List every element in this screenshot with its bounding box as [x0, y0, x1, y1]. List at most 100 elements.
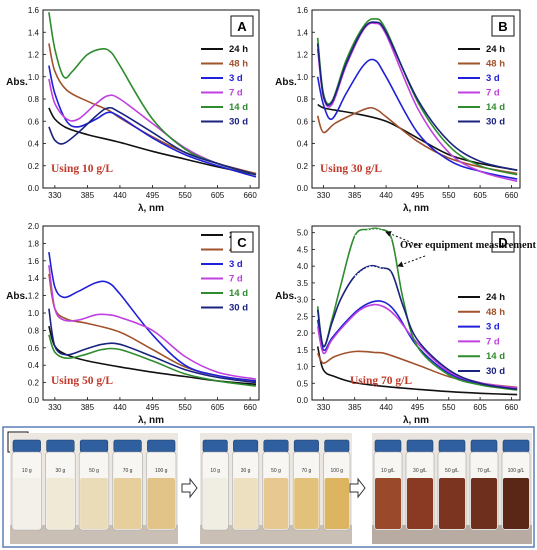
vial-liquid: [203, 478, 228, 529]
series-line-30d: [316, 21, 518, 171]
series-lines: [316, 227, 518, 396]
legend-label: 7 d: [229, 274, 243, 285]
legend-label: 14 d: [229, 288, 248, 299]
vial-liquid: [147, 478, 175, 529]
panel-letter: A: [237, 19, 247, 34]
y-tick-label: 2.0: [297, 329, 309, 338]
y-tick-label: 0.6: [28, 117, 40, 126]
legend-label: 3 d: [229, 73, 243, 84]
vial-cap: [293, 439, 319, 453]
y-tick-label: 1.5: [297, 346, 309, 355]
y-axis-label: Abs.: [275, 291, 297, 302]
vial-label: 30 g/L: [413, 468, 427, 474]
x-tick-label: 660: [243, 191, 257, 200]
legend-label: 48 h: [486, 59, 505, 70]
series-line-3d: [316, 300, 518, 390]
legend-label: 3 d: [486, 73, 500, 84]
x-tick-label: 495: [146, 191, 160, 200]
panel-letter: B: [498, 19, 507, 34]
y-tick-label: 0.2: [28, 162, 40, 171]
y-tick-label: 3.0: [297, 296, 309, 305]
x-tick-label: 550: [178, 403, 192, 412]
x-axis-label: λ, nm: [403, 203, 429, 214]
y-tick-label: 0.8: [28, 95, 40, 104]
y-tick-label: 1.4: [28, 274, 40, 283]
legend-label: 24 h: [486, 44, 505, 55]
y-tick-label: 1.8: [28, 239, 40, 248]
vial: 30 g: [232, 439, 260, 531]
series-lines: [48, 251, 257, 387]
usage-annotation: Using 30 g/L: [320, 163, 382, 175]
panel-letter: D: [498, 235, 507, 250]
legend-label: 48 h: [229, 59, 248, 70]
legend: 24 h 48 h 3 d 7 d 14 d 30 d: [458, 292, 505, 377]
legend-label: 14 d: [486, 102, 505, 113]
y-tick-label: 1.0: [28, 309, 40, 318]
legend-label: 7 d: [486, 88, 500, 99]
vial-label: 50 g: [271, 468, 281, 474]
series-line-30d: [48, 106, 257, 176]
series-line-7d: [316, 22, 518, 183]
x-tick-label: 605: [211, 403, 225, 412]
panel-letter-box: [230, 231, 254, 253]
x-tick-label: 550: [178, 191, 192, 200]
vial: 10 g: [11, 439, 42, 531]
series-line-7d: [48, 78, 257, 176]
legend-label: 30 d: [229, 117, 248, 128]
x-tick-label: 385: [81, 191, 95, 200]
y-tick-label: 1.4: [28, 28, 40, 37]
vial-cap: [12, 439, 41, 453]
vial: 10 g: [201, 439, 229, 531]
y-tick-label: 3.5: [297, 279, 309, 288]
vial-liquid: [503, 478, 529, 529]
x-tick-label: 495: [411, 403, 425, 412]
vial-cap: [324, 439, 350, 453]
vial: 30 g: [45, 439, 76, 531]
y-tick-label: 0.4: [28, 140, 40, 149]
y-tick-label: 1.2: [297, 51, 309, 60]
y-tick-label: 0.8: [28, 326, 40, 335]
panel-letter-box: [491, 15, 515, 37]
legend-label: 7 d: [229, 88, 243, 99]
y-tick-label: 0.6: [28, 344, 40, 353]
usage-annotation: Using 10 g/L: [51, 163, 113, 175]
y-tick-label: 0.8: [297, 95, 309, 104]
series-lines: [48, 12, 257, 178]
vial-liquid: [80, 478, 108, 529]
photo-arrow-1: [181, 477, 198, 499]
x-axis-label: λ, nm: [403, 415, 429, 426]
x-tick-label: 440: [113, 403, 127, 412]
series-line-30d: [48, 308, 257, 384]
legend: 24 h 48 h 3 d 7 d 14 d 30 d: [458, 44, 505, 128]
y-tick-label: 4.5: [297, 245, 309, 254]
vial-label: 70 g/L: [477, 468, 491, 474]
legend-label: 48 h: [486, 307, 505, 318]
vial: 100 g: [146, 439, 177, 531]
legend-label: 30 d: [229, 303, 248, 314]
over-range-dots-14d: [354, 228, 393, 240]
legend: 24 h 48 h 3 d 7 d 14 d 30 d: [201, 44, 248, 128]
legend-label: 24 h: [486, 292, 505, 303]
y-tick-label: 1.0: [297, 73, 309, 82]
x-tick-label: 330: [48, 191, 62, 200]
vial-cap: [233, 439, 259, 453]
chart-panel-d: 330 385 440 495 550 605 660 0.0 0.5 1.0 1.5 2.0 2.5 3…: [275, 225, 521, 426]
x-tick-label: 495: [411, 191, 425, 200]
y-tick-label: 1.0: [28, 73, 40, 82]
vial-liquid: [324, 478, 349, 529]
legend-label: 3 d: [229, 259, 243, 270]
legend-label: 3 d: [486, 322, 500, 333]
series-line-14d: [316, 227, 518, 391]
y-tick-label: 0.0: [297, 396, 309, 405]
y-tick-label: 0.2: [28, 379, 40, 388]
y-tick-label: 0.2: [297, 162, 309, 171]
series-line-48h: [316, 106, 518, 175]
vial-liquid: [294, 478, 319, 529]
y-tick-label: 0.4: [28, 361, 40, 370]
x-axis-label: λ, nm: [138, 203, 164, 214]
x-tick-label: 605: [473, 403, 487, 412]
vial-label: 10 g/L: [381, 468, 395, 474]
series-line-14d: [48, 334, 257, 387]
y-tick-label: 1.2: [28, 292, 40, 301]
x-tick-label: 440: [379, 191, 393, 200]
